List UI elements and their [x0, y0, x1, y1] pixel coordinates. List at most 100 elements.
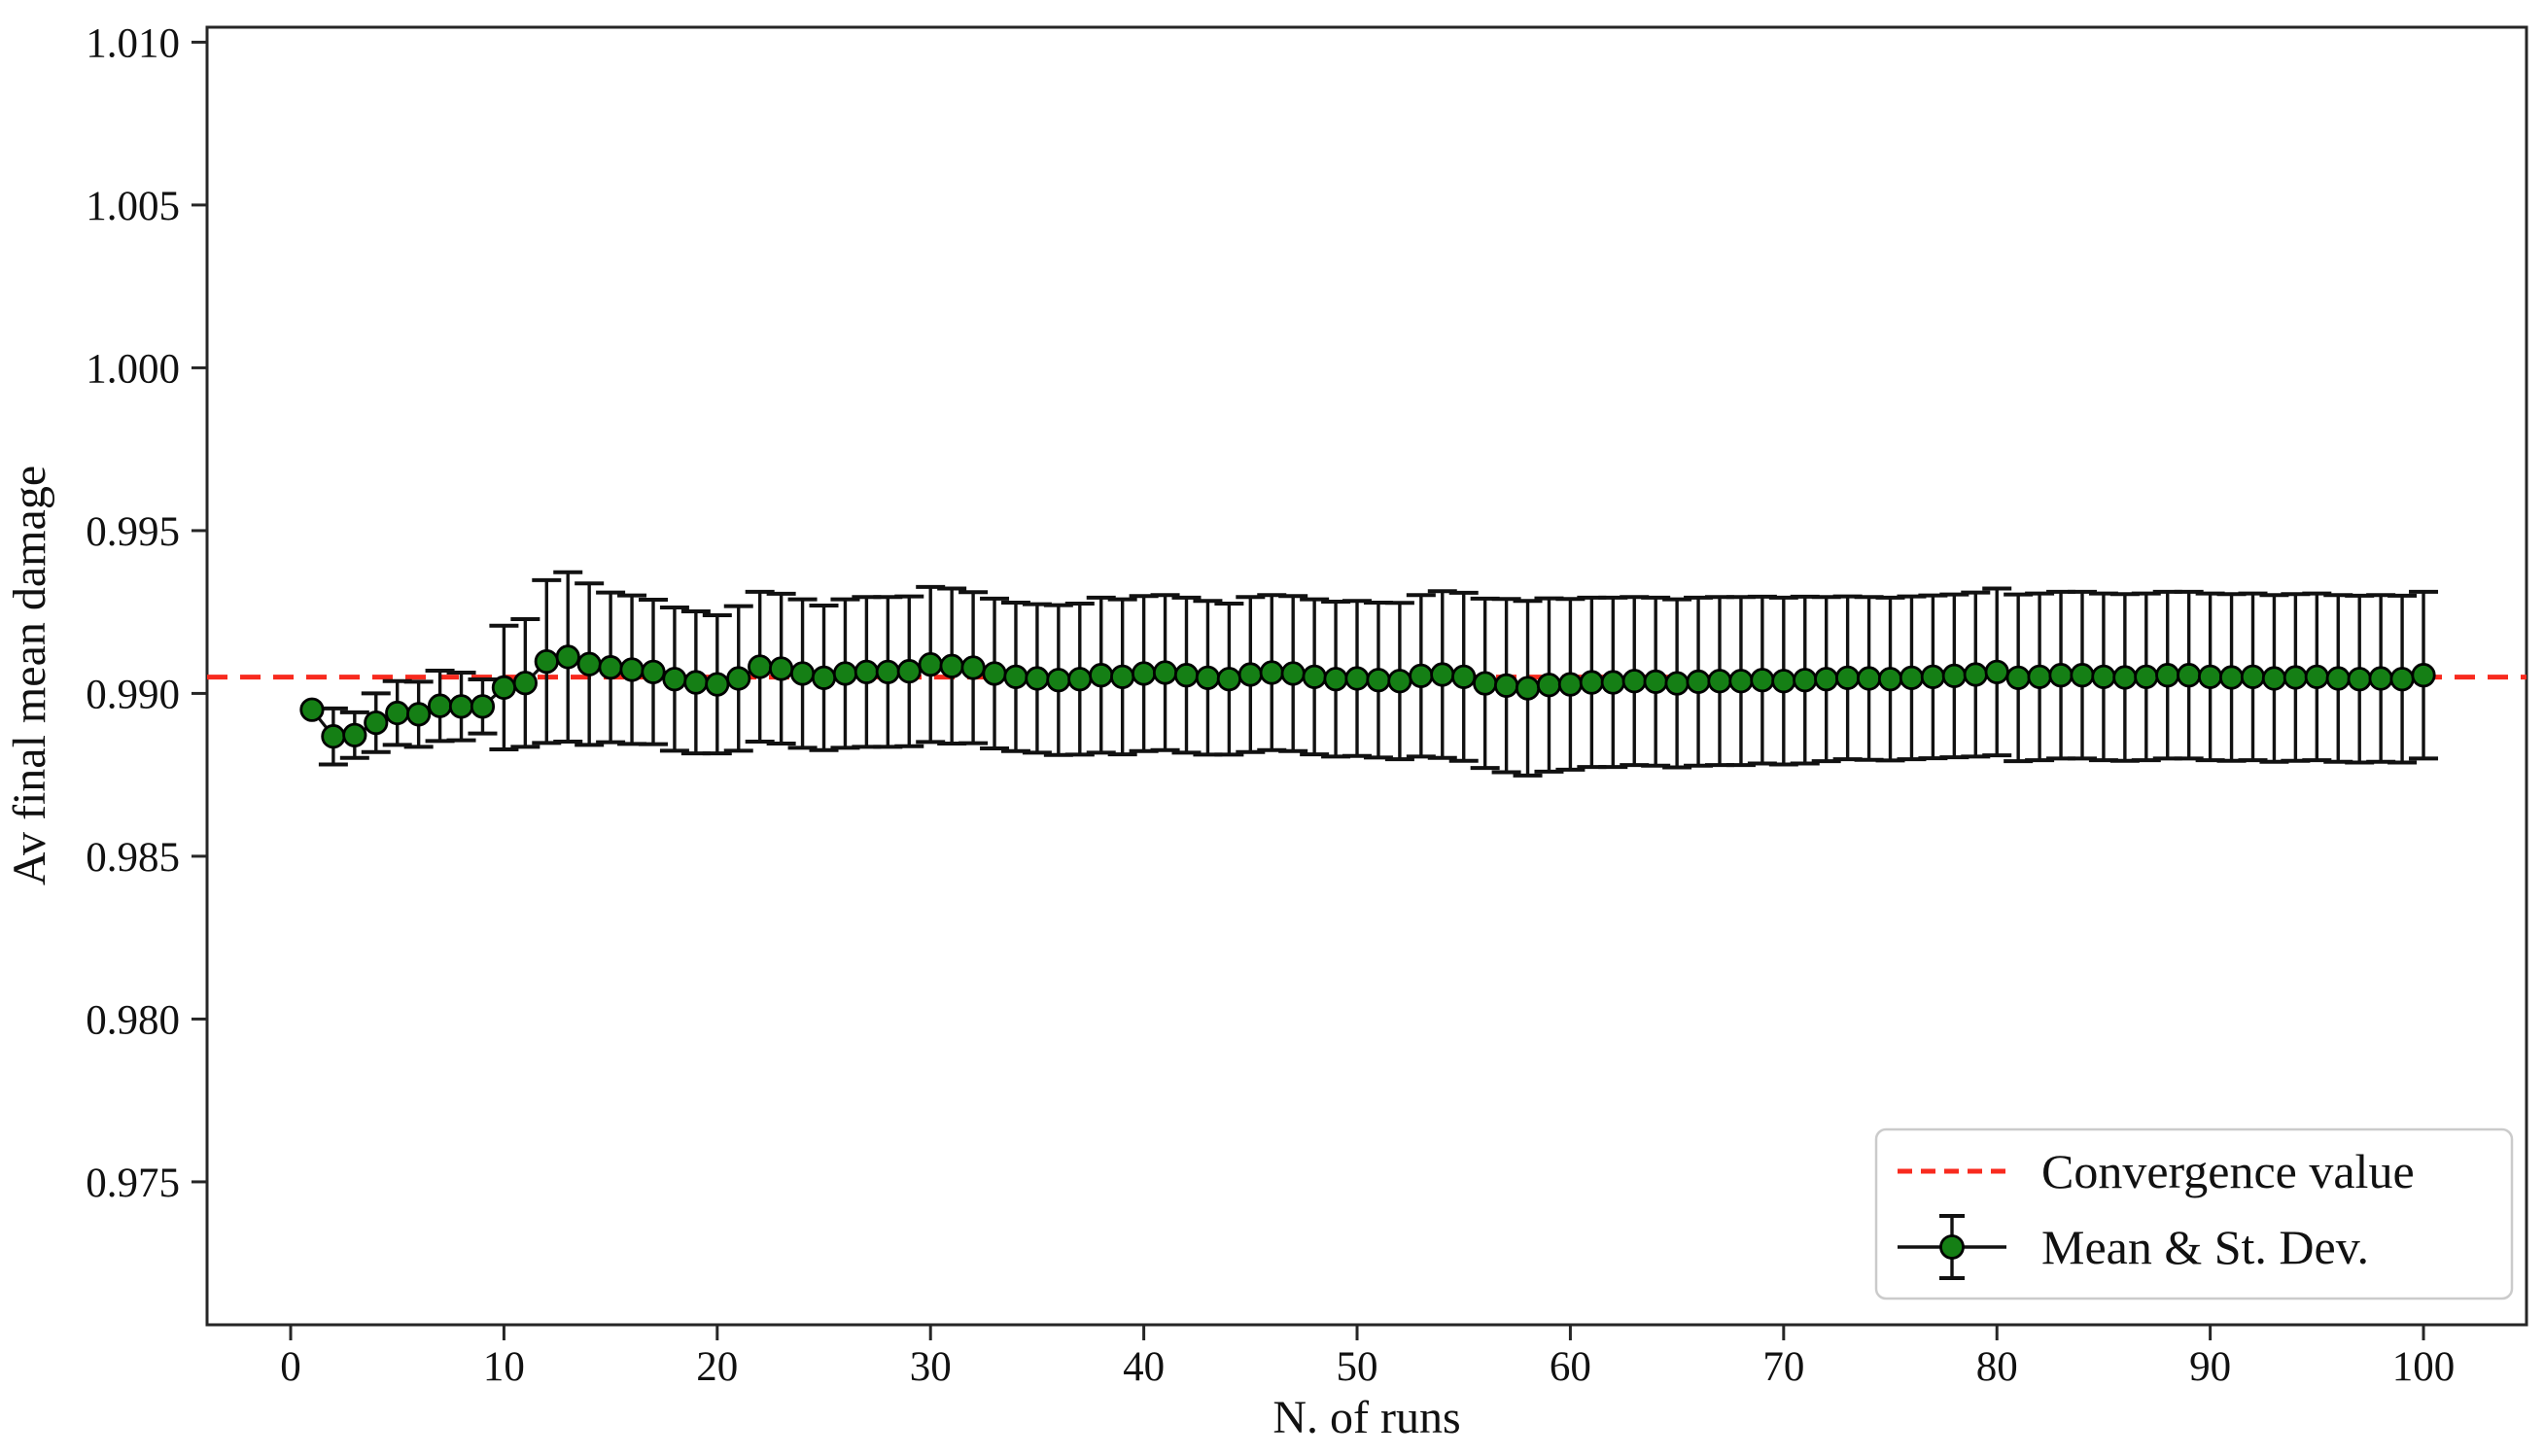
x-tick-label: 100 [2392, 1344, 2456, 1390]
data-point-marker [1621, 669, 1647, 694]
data-point-marker [1963, 662, 1988, 687]
y-tick-label: 0.975 [86, 1161, 180, 1206]
legend-label-mean-stdev: Mean & St. Dev. [2041, 1220, 2369, 1274]
x-axis-ticks: 0 10 20 30 40 50 60 70 80 90 100 [280, 1325, 2455, 1390]
data-point-marker [1600, 670, 1625, 695]
data-point-marker [1259, 660, 1284, 685]
data-point-marker [534, 648, 559, 675]
data-point-marker [854, 659, 879, 684]
data-point-marker [2134, 664, 2159, 689]
data-point-marker [918, 652, 943, 677]
data-point-marker [512, 671, 538, 696]
data-point-marker [1216, 667, 1241, 692]
data-point-marker [1557, 672, 1584, 697]
data-point-marker [1046, 668, 1071, 693]
data-point-marker [748, 654, 773, 679]
data-point-marker [1430, 662, 1455, 687]
data-point-marker [811, 665, 837, 690]
data-point-marker [2091, 664, 2116, 689]
data-point-marker [896, 659, 922, 684]
data-point-marker [1387, 669, 1412, 694]
data-point-marker [1089, 663, 1114, 688]
y-tick-label: 0.990 [86, 672, 180, 717]
data-point-marker [1920, 664, 1946, 689]
data-point-marker [2112, 665, 2138, 690]
data-point-marker [1707, 669, 1732, 694]
data-point-marker [1344, 666, 1370, 691]
data-point-marker [1835, 665, 1861, 690]
data-point-marker [2283, 665, 2308, 690]
x-tick-label: 50 [1337, 1344, 1378, 1390]
data-point-marker [2347, 667, 2372, 692]
data-point-marker [1515, 676, 1541, 701]
data-point-marker [342, 722, 367, 747]
data-point-marker [619, 657, 645, 682]
data-point-marker [1280, 661, 1306, 686]
data-point-marker [1025, 666, 1050, 691]
x-tick-label: 0 [280, 1344, 301, 1390]
x-tick-label: 30 [910, 1344, 952, 1390]
data-point-marker [1728, 669, 1754, 694]
data-point-marker [406, 702, 432, 727]
data-point-marker [2027, 664, 2052, 689]
data-point-marker [2368, 666, 2393, 691]
data-point-marker [2411, 663, 2436, 688]
y-axis-label: Av final mean damage [4, 466, 55, 885]
data-point-marker [2325, 666, 2351, 691]
data-point-marker [1323, 667, 1348, 692]
data-point-marker [875, 659, 900, 684]
data-point-marker [2304, 664, 2329, 689]
x-axis-label: N. of runs [1272, 1392, 1460, 1443]
data-point-marker [364, 710, 389, 736]
data-point-marker [427, 693, 453, 718]
data-point-marker [1366, 668, 1391, 693]
data-point-marker [960, 655, 986, 680]
data-point-marker [832, 661, 858, 686]
data-point-marker [598, 655, 623, 680]
data-point-marker [491, 675, 517, 700]
data-point-marker [726, 666, 751, 691]
data-point-marker [1067, 667, 1093, 692]
y-tick-label: 0.980 [86, 997, 180, 1043]
data-point-marker [1984, 659, 2009, 684]
y-axis-ticks: 0.975 0.980 0.985 0.990 0.995 1.000 1.005 1.010 [86, 20, 207, 1206]
x-tick-label: 90 [2189, 1344, 2231, 1390]
data-point-marker [1750, 668, 1775, 693]
x-tick-label: 80 [1976, 1344, 2018, 1390]
data-point-marker [2005, 665, 2031, 690]
data-point-marker [1877, 667, 1903, 692]
data-point-marker [470, 694, 496, 719]
data-point-marker [1302, 664, 1327, 689]
data-point-marker [1579, 670, 1604, 695]
x-tick-label: 70 [1762, 1344, 1804, 1390]
data-point-marker [982, 661, 1007, 686]
data-point-marker [1237, 662, 1263, 687]
data-point-marker [1493, 673, 1519, 698]
data-point-marker [2389, 667, 2415, 692]
x-tick-label: 40 [1123, 1344, 1165, 1390]
data-point-marker [321, 724, 346, 749]
data-point-marker [2155, 663, 2180, 688]
data-point-marker [2261, 666, 2287, 691]
data-point-marker [1110, 664, 1135, 689]
markers-layer [299, 644, 2436, 749]
legend-box [1874, 1127, 2514, 1300]
data-point-marker [683, 670, 709, 695]
data-point-marker [1152, 660, 1178, 685]
data-point-marker [1899, 665, 1925, 690]
data-point-marker [1451, 664, 1477, 689]
y-tick-label: 0.995 [86, 509, 180, 555]
data-point-marker [1409, 663, 1434, 688]
x-tick-label: 20 [696, 1344, 738, 1390]
data-point-marker [769, 656, 794, 681]
y-tick-label: 0.985 [86, 835, 180, 881]
data-point-marker [1132, 661, 1157, 686]
data-point-marker [1643, 669, 1668, 694]
data-point-marker [1771, 669, 1796, 694]
data-point-marker [2177, 663, 2202, 688]
y-tick-label: 1.000 [86, 346, 180, 392]
legend: Convergence value Mean & St. Dev. [1874, 1127, 2514, 1300]
data-point-marker [2048, 663, 2074, 688]
legend-errorbar-sample [1898, 1214, 2006, 1280]
data-point-marker [1664, 671, 1690, 696]
